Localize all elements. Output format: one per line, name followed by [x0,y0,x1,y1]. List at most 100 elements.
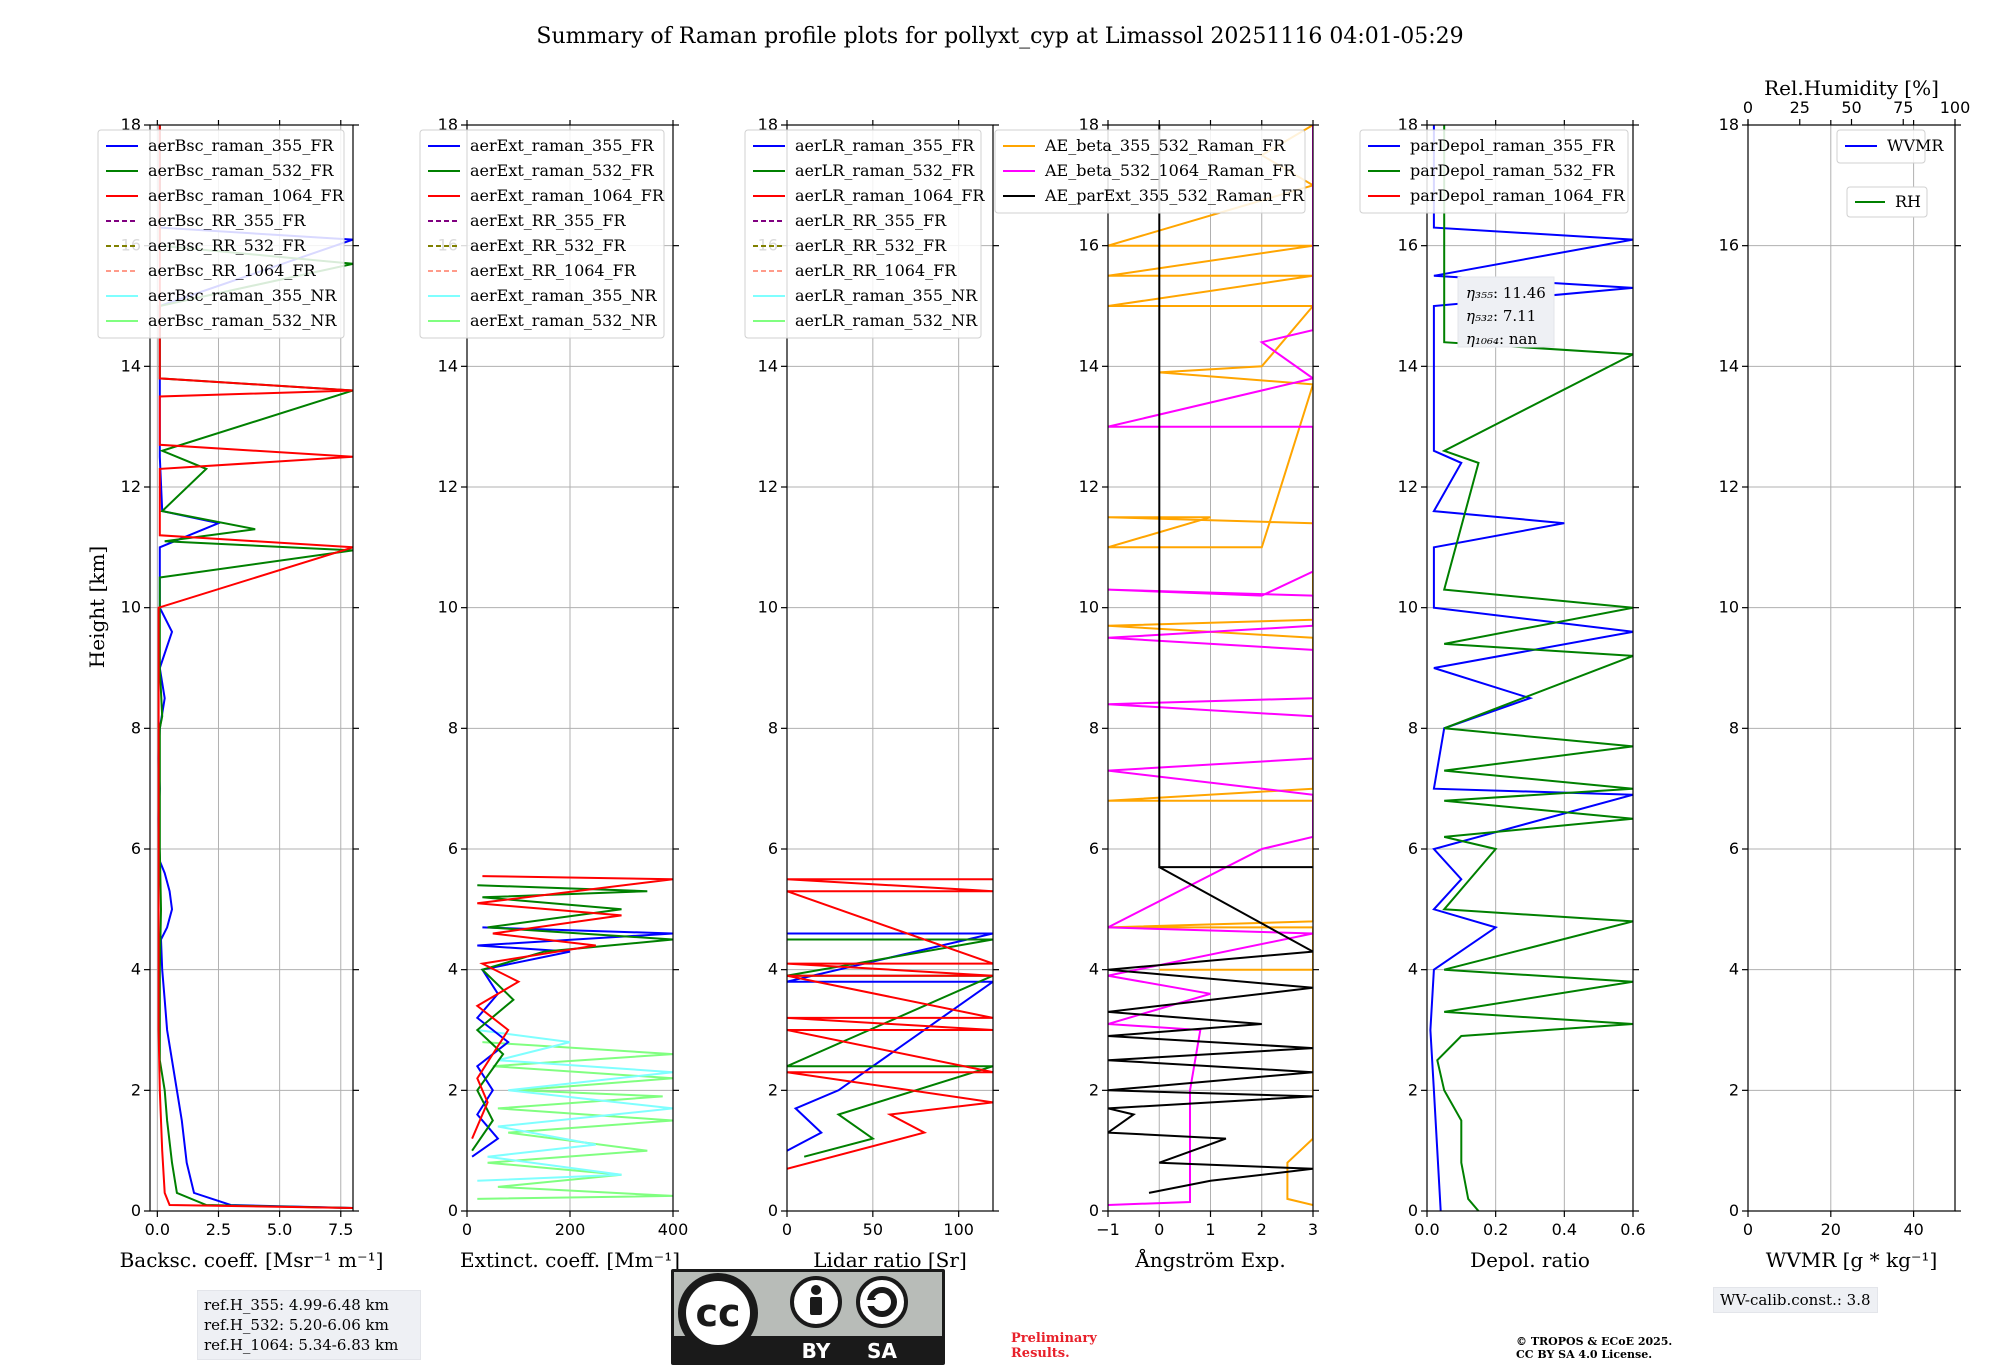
depol-panel: 0.0 0.2 0.4 0.6 0 2 4 6 8 10 12 14 16 18 Depol. ratio p… [1359,115,1646,1272]
p0-ytick-label-6: 12 [121,477,141,496]
p0-ytick-label-4: 8 [131,718,141,737]
p0-ytick-label-9: 18 [121,115,141,134]
p0-ytick-label-2: 4 [131,960,141,979]
p4-legend: parDepol_raman_355_FR parDepol_raman_532_… [1359,129,1629,214]
p1-series-aerExt_raman_355_NR [477,1029,673,1182]
p4-ytick-label-3: 6 [1408,839,1418,858]
p1-xtick-label-0: 0 [462,1220,472,1239]
eta-355-label: η₃₅₅ [1466,284,1493,302]
p3-legend-label-0: AE_beta_355_532_Raman_FR [1044,136,1286,155]
p2-legend-label-5: aerLR_RR_1064_FR [795,261,957,280]
preliminary-notice: Preliminary Results. [1011,1331,1097,1361]
p4-ytick-label-0: 0 [1408,1201,1418,1220]
p0-xtick-label-1: 2.5 [206,1220,231,1239]
ref-height-532: ref.H_532: 5.20-6.06 km [204,1316,389,1334]
svg-text:η₅₃₂: 7.11: η₅₃₂: 7.11 [1466,307,1536,325]
p5-ytick-label-7: 14 [1719,356,1739,375]
p3-xtick-label-4: 3 [1308,1220,1318,1239]
p0-ytick-label-0: 0 [131,1201,141,1220]
eta-532-label: η₅₃₂ [1466,307,1493,325]
p1-ytick-label-4: 8 [448,718,458,737]
reference-heights-box: ref.H_355: 4.99-6.48 km ref.H_532: 5.20-… [197,1290,421,1360]
p2-ytick-label-9: 18 [758,115,778,134]
figure-title: Summary of Raman profile plots for polly… [536,24,1463,49]
p1-legend-label-7: aerExt_raman_532_NR [470,311,658,330]
p2-ytick-label-5: 10 [758,598,778,617]
p0-legend-label-2: aerBsc_raman_1064_FR [148,186,345,205]
p0-legend-label-0: aerBsc_raman_355_FR [148,136,334,155]
p2-series-aerLR_raman_355_FR [787,932,993,1152]
p1-legend-label-2: aerExt_raman_1064_FR [470,186,665,205]
p5-frame [1747,124,1956,1212]
p5-ytick-label-1: 2 [1729,1080,1739,1099]
p1-ytick-label-3: 6 [448,839,458,858]
p5-x2tick-label-1: 25 [1790,98,1810,117]
p3-xtick-label-2: 1 [1205,1220,1215,1239]
p1-legend-label-1: aerExt_raman_532_FR [470,161,655,180]
p2-ytick-label-4: 8 [768,718,778,737]
p0-legend-label-6: aerBsc_raman_355_NR [148,286,337,305]
ref-height-1064: ref.H_1064: 5.34-6.83 km [204,1336,399,1354]
p0-ytick-label-3: 6 [131,839,141,858]
p1-legend-label-0: aerExt_raman_355_FR [470,136,655,155]
p1-ytick-label-2: 4 [448,960,458,979]
p2-legend-label-0: aerLR_raman_355_FR [795,136,975,155]
p3-ytick-label-4: 8 [1089,718,1099,737]
eta-355-value: : 11.46 [1493,284,1546,302]
p1-legend-label-4: aerExt_RR_532_FR [470,236,627,255]
copyright-line-2: CC BY SA 4.0 License. [1516,1348,1653,1361]
p5-x2tick-label-2: 50 [1841,98,1861,117]
wvmr-panel: 0 20 40 0 2 4 6 8 10 12 14 16 18 WVMR [g * kg⁻¹] 0 25 50… [1719,76,1971,1272]
p2-ytick-label-7: 14 [758,356,778,375]
p4-legend-label-0: parDepol_raman_355_FR [1410,136,1616,155]
p2-legend: aerLR_raman_355_FR aerLR_raman_532_FR aerL… [744,129,985,339]
p0-legend-label-3: aerBsc_RR_355_FR [148,211,306,230]
p3-ytick-label-5: 10 [1079,598,1099,617]
p1-series-aerExt_raman_1064_FR [471,875,673,1139]
p2-frame [786,124,994,1212]
p1-legend-label-6: aerExt_raman_355_NR [470,286,658,305]
p0-legend-label-5: aerBsc_RR_1064_FR [148,261,317,280]
p4-xtick-label-0: 0.0 [1414,1220,1439,1239]
p5-xtick-label-0: 0 [1743,1220,1753,1239]
p1-ytick-label-6: 12 [438,477,458,496]
p2-ytick-label-2: 4 [768,960,778,979]
p5-legend2: RH [1846,186,1928,218]
p3-ytick-label-1: 2 [1089,1080,1099,1099]
p3-ytick-label-6: 12 [1079,477,1099,496]
p0-frame [149,124,354,1212]
p4-ytick-label-2: 4 [1408,960,1418,979]
person-icon [790,1276,842,1328]
p4-xtick-label-3: 0.6 [1620,1220,1645,1239]
p3-xtick-label-1: 0 [1154,1220,1164,1239]
p4-ytick-label-6: 12 [1398,477,1418,496]
p2-legend-label-7: aerLR_raman_532_NR [795,311,978,330]
p1-xtick-label-2: 400 [658,1220,689,1239]
share-alike-icon [856,1276,908,1328]
by-label: BY [802,1339,831,1363]
p2-legend-label-2: aerLR_raman_1064_FR [795,186,985,205]
p3-xlabel: Ångström Exp. [1134,1247,1285,1272]
p3-legend-label-1: AE_beta_532_1064_Raman_FR [1044,161,1296,180]
ref-height-355: ref.H_355: 4.99-6.48 km [204,1296,389,1314]
p2-xtick-label-0: 0 [782,1220,792,1239]
p1-series-aerExt_raman_532_NR [477,1041,673,1200]
y-axis-label: Height [km] [85,546,109,668]
p4-xlabel: Depol. ratio [1470,1248,1590,1272]
p5-ytick-label-9: 18 [1719,115,1739,134]
p4-legend-label-1: parDepol_raman_532_FR [1410,161,1616,180]
p1-series-aerExt_raman_355_FR [471,926,673,1158]
p5-xtick-label-2: 40 [1903,1220,1923,1239]
p4-legend-label-2: parDepol_raman_1064_FR [1410,186,1626,205]
p2-xlabel: Lidar ratio [Sr] [813,1248,967,1272]
p3-series-AE_beta_355_532_Raman_FR [1108,125,1313,1206]
svg-text:η₁₀₆₄: nan: η₁₀₆₄: nan [1466,330,1537,348]
p1-legend-label-3: aerExt_RR_355_FR [470,211,627,230]
p3-ytick-label-9: 18 [1079,115,1099,134]
p0-xtick-label-3: 7.5 [328,1220,353,1239]
p0-xtick-label-0: 0.0 [145,1220,170,1239]
p5-legend-label-0: WVMR [1887,136,1944,155]
preliminary-line-1: Preliminary [1011,1331,1097,1346]
p2-legend-label-4: aerLR_RR_532_FR [795,236,947,255]
